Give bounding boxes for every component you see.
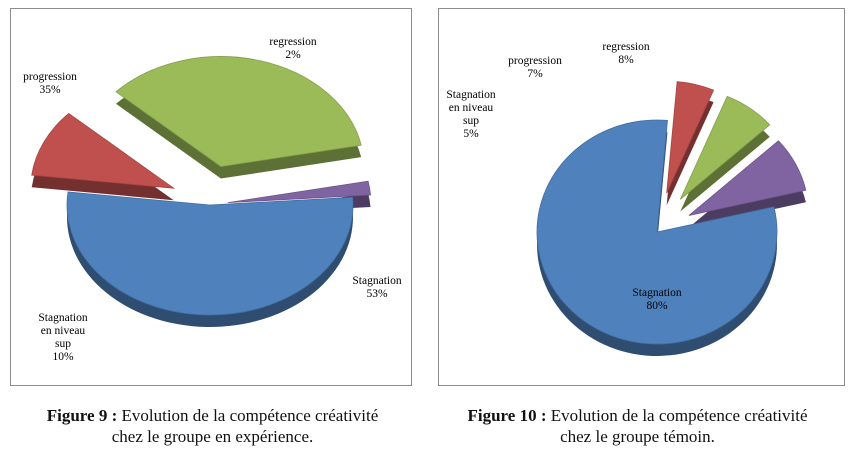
pie-slice-progression xyxy=(115,56,362,167)
figure-caption: Figure 9 : Evolution de la compétence cr… xyxy=(0,405,425,447)
slice-label-regression: regression 2% xyxy=(269,36,317,61)
figure-10-panel: Stagnation 80% Stagnation en niveau sup 5% pro… xyxy=(425,0,850,458)
slice-label-regression: regression 8% xyxy=(602,41,650,66)
pie-slice-stagnation xyxy=(66,191,354,316)
pie-chart-9: Stagnation 53% Stagnation en niveau sup 10% pr… xyxy=(23,36,402,363)
slice-label-stagnation-en-niveau-sup: Stagnation en niveau sup 5% xyxy=(446,89,495,140)
slice-label-stagnation: Stagnation 53% xyxy=(352,275,401,300)
caption-number: Figure 10 : xyxy=(467,406,547,425)
caption-number: Figure 9 : xyxy=(46,406,118,425)
figure-9-panel: Stagnation 53% Stagnation en niveau sup 10% pr… xyxy=(0,8,425,447)
pie-chart-10: Stagnation 80% Stagnation en niveau sup 5% pro… xyxy=(446,41,807,356)
caption-text-line1: Evolution de la compétence créativité xyxy=(550,406,808,425)
pie-slice-stagnation xyxy=(536,119,778,345)
slice-label-stagnation: Stagnation 80% xyxy=(632,287,681,312)
pie-slice-regression xyxy=(227,180,371,204)
slice-label-stagnation-en-niveau-sup: Stagnation en niveau sup 10% xyxy=(38,312,87,363)
pie-slice-stagnation-en-niveau-sup xyxy=(666,81,715,194)
pie-slice-regression xyxy=(688,140,807,216)
figure-caption: Figure 10 : Evolution de la compétence c… xyxy=(425,405,850,447)
caption-text-line2: chez le groupe en expérience. xyxy=(111,427,314,446)
slice-label-progression: progression 35% xyxy=(23,71,77,96)
slice-label-progression: progression 7% xyxy=(508,55,562,80)
pie-slice-stagnation-en-niveau-sup xyxy=(31,112,176,189)
caption-text-line1: Evolution de la compétence créativité xyxy=(121,406,379,425)
pie-slice-progression xyxy=(679,95,771,200)
caption-text-line2: chez le groupe témoin. xyxy=(560,427,715,446)
